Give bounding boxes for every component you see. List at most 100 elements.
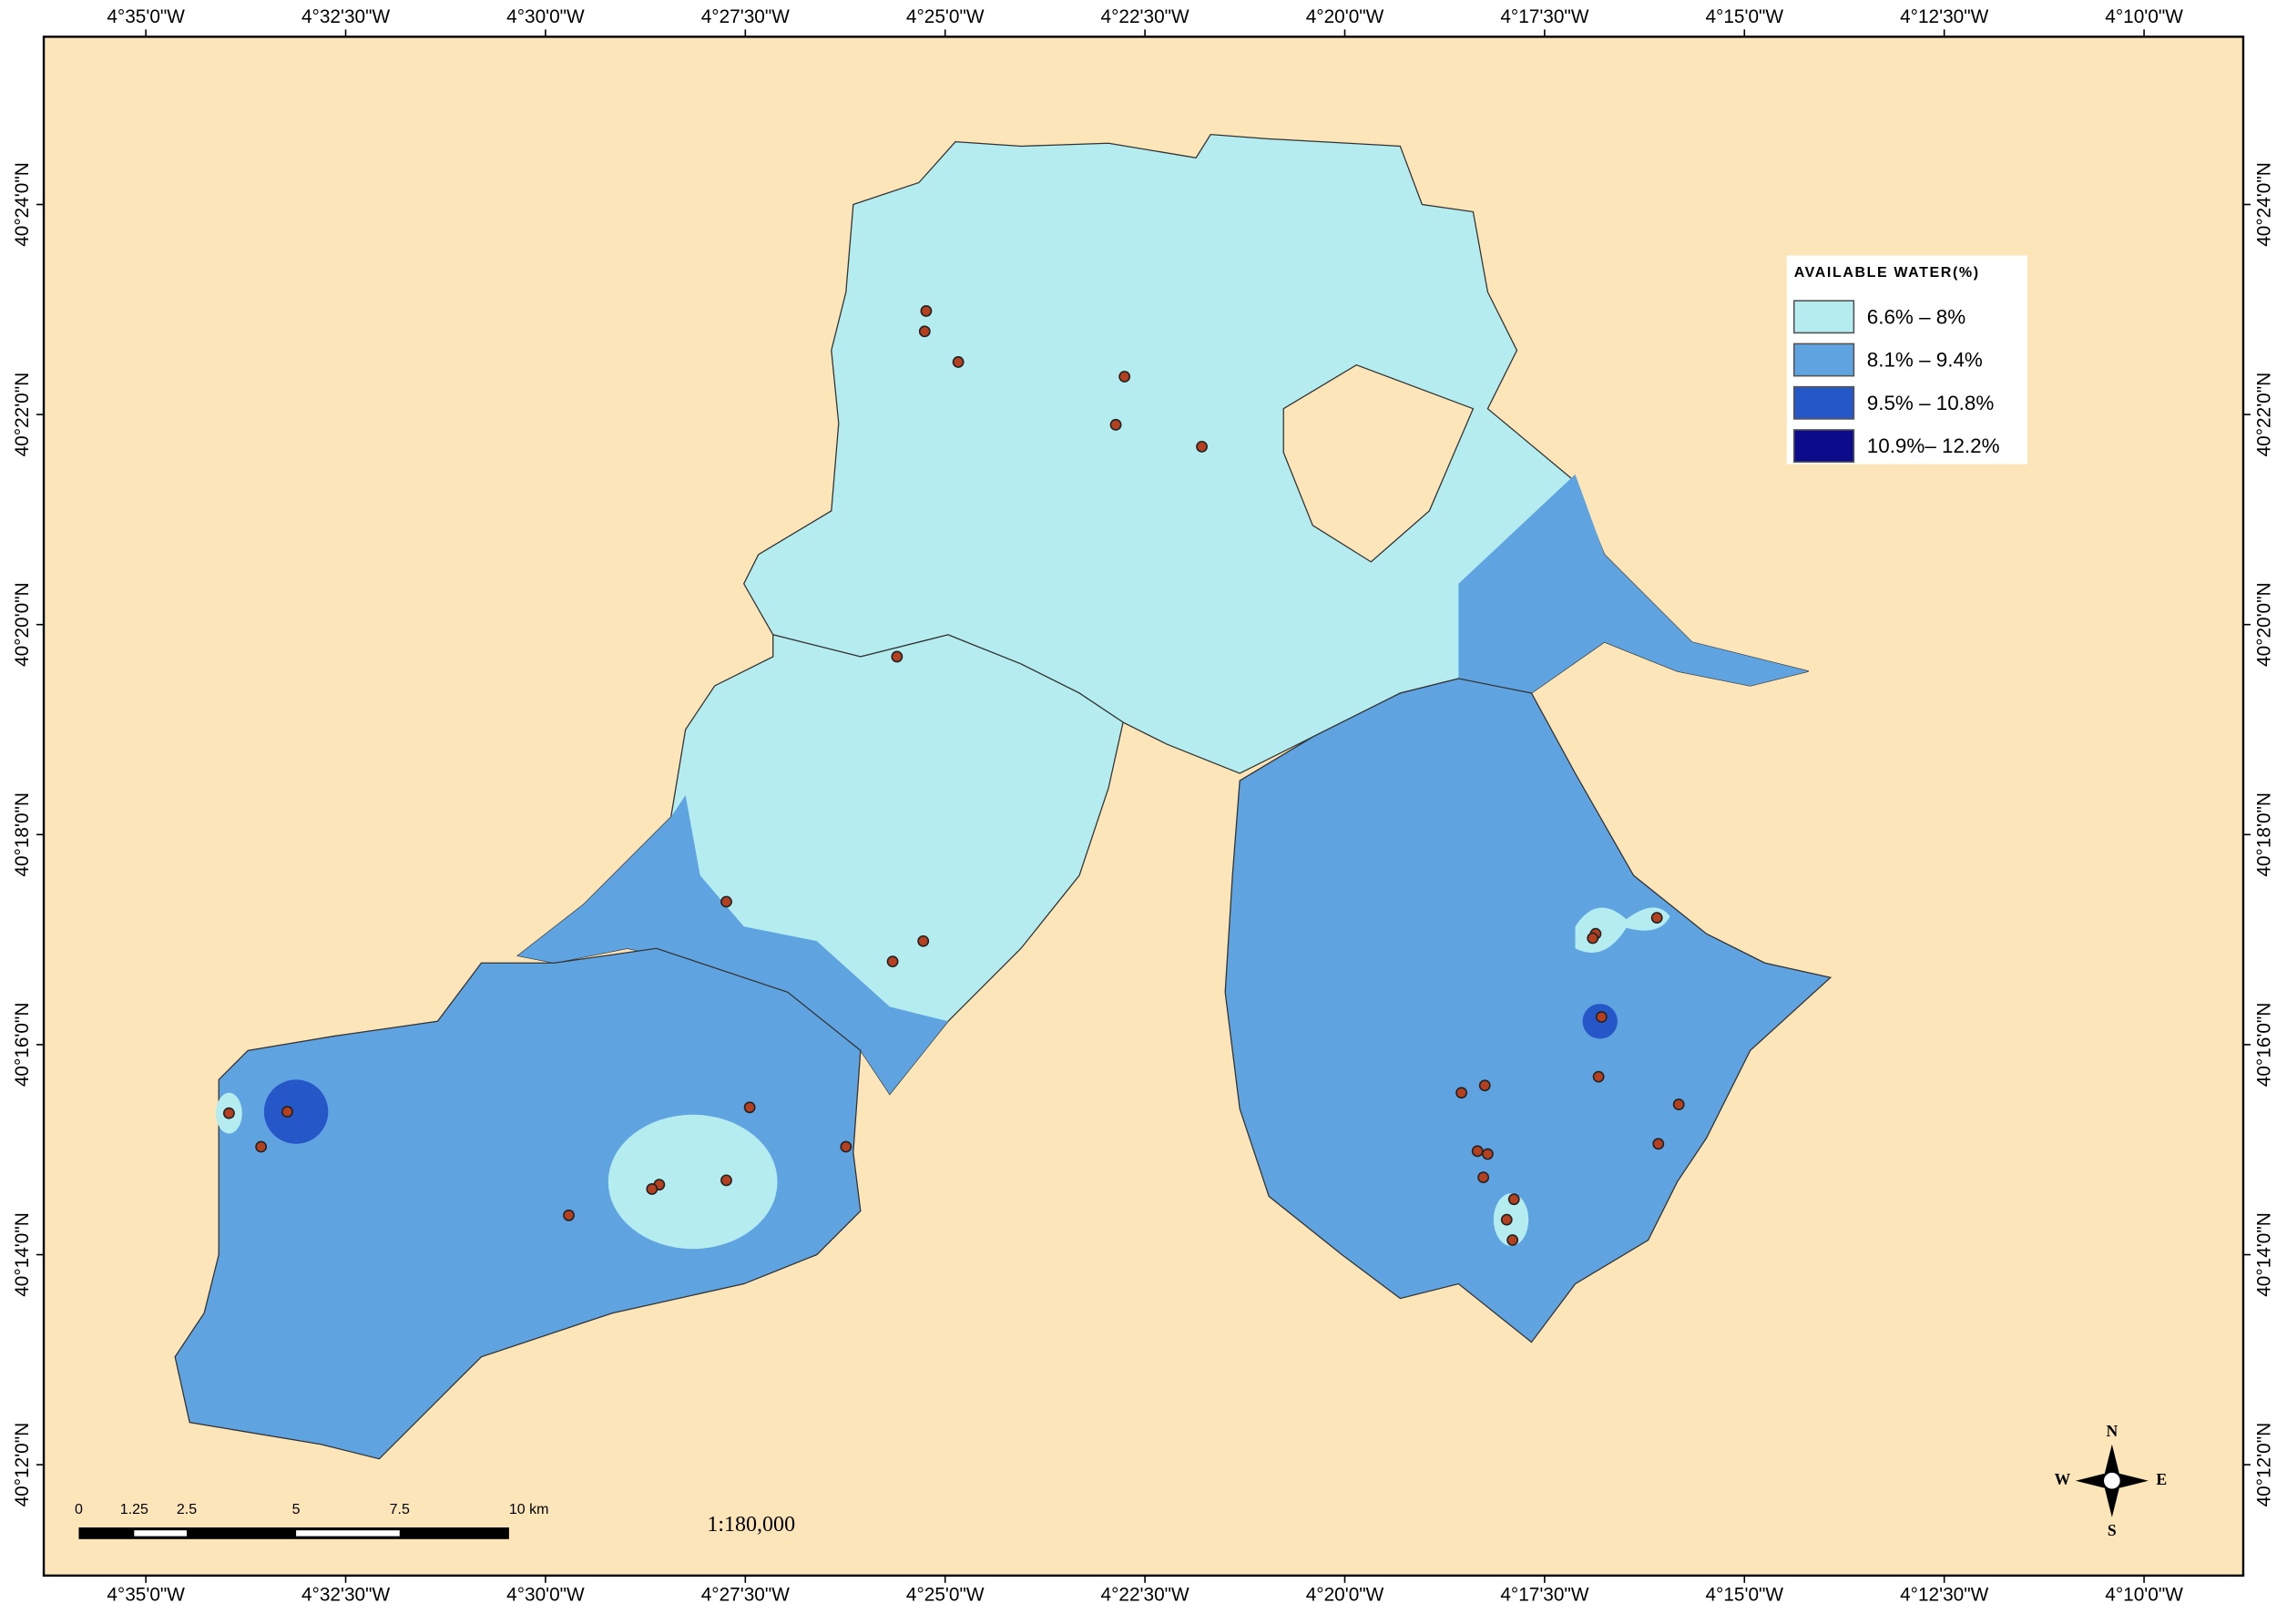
- lon-label-top: 4°30'0"W: [506, 6, 585, 27]
- sample-point: [1650, 912, 1663, 924]
- lon-label-bottom: 4°20'0"W: [1306, 1585, 1384, 1606]
- lon-label-top: 4°27'30"W: [701, 6, 791, 27]
- sample-point: [886, 955, 899, 968]
- legend-label: 6.6% – 8%: [1867, 305, 1965, 328]
- scale-label: 10 km: [509, 1502, 549, 1517]
- lat-label-right: 40°12'0"N: [2253, 1423, 2274, 1507]
- lon-label-top: 4°32'30"W: [301, 6, 391, 27]
- lon-label-top: 4°22'30"W: [1101, 6, 1190, 27]
- lon-label-bottom: 4°32'30"W: [301, 1585, 391, 1606]
- sample-point: [1109, 418, 1122, 431]
- sample-point: [255, 1140, 268, 1153]
- legend-items: 6.6% – 8% 8.1% – 9.4% 9.5% – 10.8% 10.9%– 1…: [1792, 300, 2000, 463]
- lat-label-left: 40°18'0"N: [12, 792, 33, 877]
- scale-bar: 0 1.25 2.5 5 7.5 10 km 1:180,000: [75, 1502, 795, 1539]
- lat-label-left: 40°16'0"N: [12, 1003, 33, 1088]
- sample-point: [223, 1107, 235, 1119]
- scale-bar-seg: [134, 1530, 187, 1537]
- scale-label: 1.25: [120, 1502, 148, 1517]
- lon-label-bottom: 4°27'30"W: [701, 1585, 791, 1606]
- compass-n: N: [2106, 1422, 2118, 1440]
- compass-w: W: [2055, 1470, 2071, 1488]
- scale-label: 2.5: [177, 1502, 197, 1517]
- lat-label-left: 40°20'0"N: [12, 582, 33, 667]
- sample-point: [1652, 1138, 1665, 1150]
- lon-label-bottom: 4°35'0"W: [107, 1585, 185, 1606]
- legend-label: 8.1% – 9.4%: [1867, 349, 1983, 372]
- lat-label-left: 40°24'0"N: [12, 162, 33, 247]
- sample-point: [281, 1106, 293, 1118]
- lon-label-top: 4°17'30"W: [1500, 6, 1589, 27]
- lon-label-top: 4°12'30"W: [1900, 6, 1989, 27]
- middle-blue-zone: [517, 795, 948, 1095]
- sample-point: [743, 1101, 756, 1114]
- sample-point: [917, 935, 930, 947]
- sample-point: [1506, 1234, 1519, 1246]
- sample-point: [1507, 1193, 1520, 1206]
- sample-point: [720, 895, 732, 908]
- arrow-center: [2102, 1471, 2122, 1491]
- sample-point: [952, 356, 965, 368]
- lon-label-bottom: 4°12'30"W: [1900, 1585, 1989, 1606]
- sample-point: [1500, 1213, 1513, 1226]
- lon-label-top: 4°35'0"W: [107, 6, 185, 27]
- regions: [174, 133, 1833, 1460]
- sample-point: [1672, 1098, 1685, 1110]
- sample-points: [223, 305, 1685, 1246]
- lon-label-bottom: 4°15'0"W: [1705, 1585, 1783, 1606]
- compass-e: E: [2156, 1470, 2167, 1488]
- lon-label-top: 4°20'0"W: [1306, 6, 1384, 27]
- southeast-region: [1224, 678, 1833, 1343]
- lat-label-right: 40°20'0"N: [2253, 582, 2274, 667]
- zone-low: [1575, 907, 1670, 953]
- lat-label-left: 40°14'0"N: [12, 1212, 33, 1297]
- compass-s: S: [2108, 1521, 2117, 1539]
- legend-swatch: [1792, 342, 1855, 377]
- lat-label-right: 40°24'0"N: [2253, 162, 2274, 247]
- arrow: [2111, 1473, 2149, 1488]
- scale-label: 0: [75, 1502, 83, 1517]
- lon-label-bottom: 4°17'30"W: [1500, 1585, 1589, 1606]
- legend-swatch: [1792, 300, 1855, 334]
- scale-labels: 0 1.25 2.5 5 7.5 10 km: [75, 1502, 548, 1517]
- sample-point: [1477, 1171, 1490, 1184]
- sample-point: [1471, 1145, 1484, 1158]
- sample-point: [918, 325, 931, 338]
- lon-label-bottom: 4°10'0"W: [2105, 1585, 2183, 1606]
- arrow: [2075, 1473, 2112, 1488]
- lon-label-bottom: 4°22'30"W: [1101, 1585, 1190, 1606]
- lat-label-right: 40°14'0"N: [2253, 1212, 2274, 1297]
- legend-swatch: [1792, 385, 1855, 420]
- southwest-region: [174, 947, 862, 1460]
- sample-point: [1196, 440, 1208, 453]
- zone-high: [263, 1079, 329, 1144]
- scale-bar-seg: [296, 1530, 400, 1537]
- sample-point: [1482, 1148, 1494, 1160]
- lat-label-right: 40°18'0"N: [2253, 792, 2274, 877]
- scale-ratio: 1:180,000: [707, 1513, 795, 1537]
- sample-point: [891, 650, 904, 663]
- legend-swatch: [1792, 429, 1855, 463]
- north-arrow: N S E W: [2055, 1422, 2168, 1539]
- lon-label-top: 4°15'0"W: [1705, 6, 1783, 27]
- sample-point: [1587, 932, 1599, 945]
- sample-point: [920, 305, 933, 317]
- lon-label-bottom: 4°25'0"W: [906, 1585, 985, 1606]
- sample-point: [1592, 1070, 1605, 1083]
- legend-title: AVAILABLE WATER(%): [1794, 265, 1980, 281]
- lat-label-left: 40°22'0"N: [12, 373, 33, 457]
- lon-label-top: 4°25'0"W: [906, 6, 985, 27]
- legend: AVAILABLE WATER(%) 6.6% – 8% 8.1% – 9.4% 9…: [1786, 255, 2027, 465]
- lat-label-right: 40°16'0"N: [2253, 1003, 2274, 1088]
- scale-label: 7.5: [390, 1502, 410, 1517]
- scale-label: 5: [292, 1502, 301, 1517]
- sample-point: [1478, 1079, 1491, 1092]
- arrow: [2104, 1444, 2119, 1481]
- sample-point: [720, 1174, 732, 1187]
- sample-point: [840, 1140, 853, 1153]
- enclave: [1282, 363, 1475, 563]
- zone-low: [607, 1114, 778, 1250]
- sample-point: [1455, 1087, 1468, 1099]
